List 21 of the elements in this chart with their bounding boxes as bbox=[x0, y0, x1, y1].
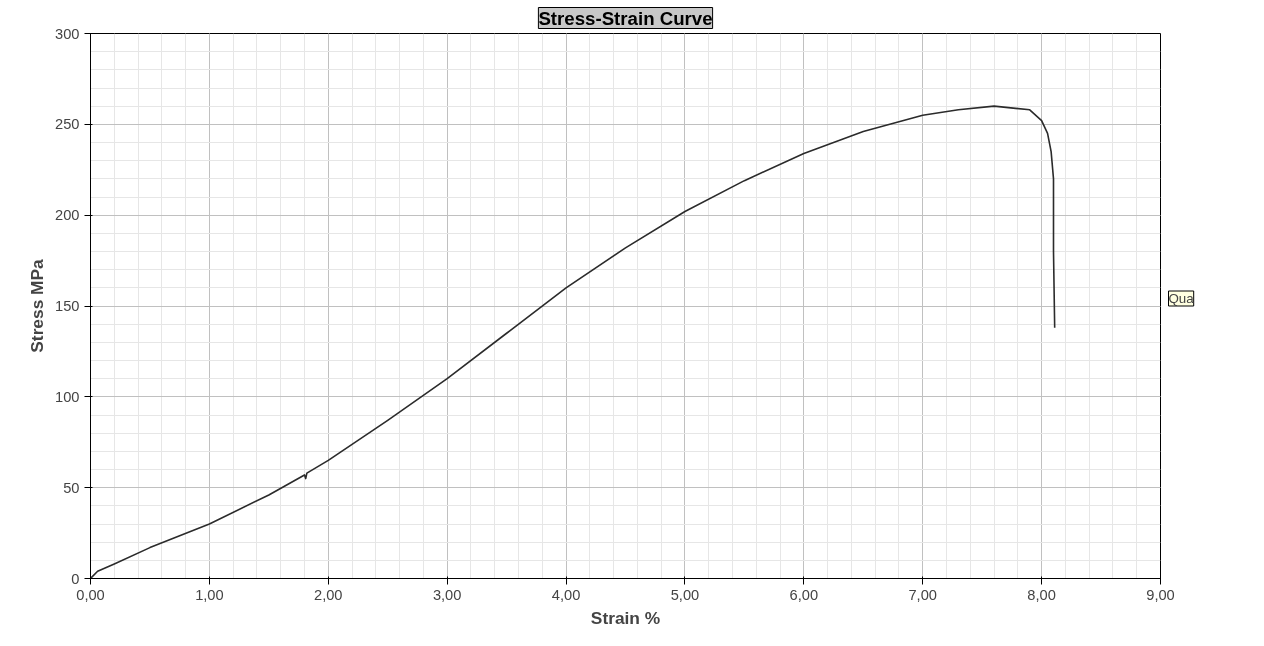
y-tick-label: 250 bbox=[55, 116, 80, 133]
y-tick-label: 50 bbox=[63, 479, 80, 496]
y-tick-label: 200 bbox=[55, 207, 80, 224]
x-tick-label: 9,00 bbox=[1146, 586, 1175, 603]
y-tick-label: 0 bbox=[71, 570, 80, 587]
x-tick-label: 8,00 bbox=[1027, 586, 1056, 603]
y-tick-label: 100 bbox=[55, 388, 80, 405]
x-tick-label: 6,00 bbox=[789, 586, 819, 603]
x-tick-label: 4,00 bbox=[551, 586, 581, 603]
x-tick-label: 5,00 bbox=[670, 586, 700, 603]
x-axis-title: Strain % bbox=[590, 607, 661, 628]
y-tick-label: 150 bbox=[55, 298, 80, 314]
line-series bbox=[90, 105, 1056, 579]
y-tick-label: 300 bbox=[55, 25, 80, 42]
x-tick-label: 1,00 bbox=[195, 586, 224, 603]
x-tick-label: 3,00 bbox=[432, 586, 462, 603]
x-tick-label: 7,00 bbox=[908, 586, 937, 603]
x-tick-label: 2,00 bbox=[314, 586, 343, 603]
chart-title: Stress-Strain Curve bbox=[538, 7, 713, 29]
y-axis-title: Stress MPa bbox=[27, 258, 48, 353]
x-tick-label: 0,00 bbox=[76, 586, 105, 603]
